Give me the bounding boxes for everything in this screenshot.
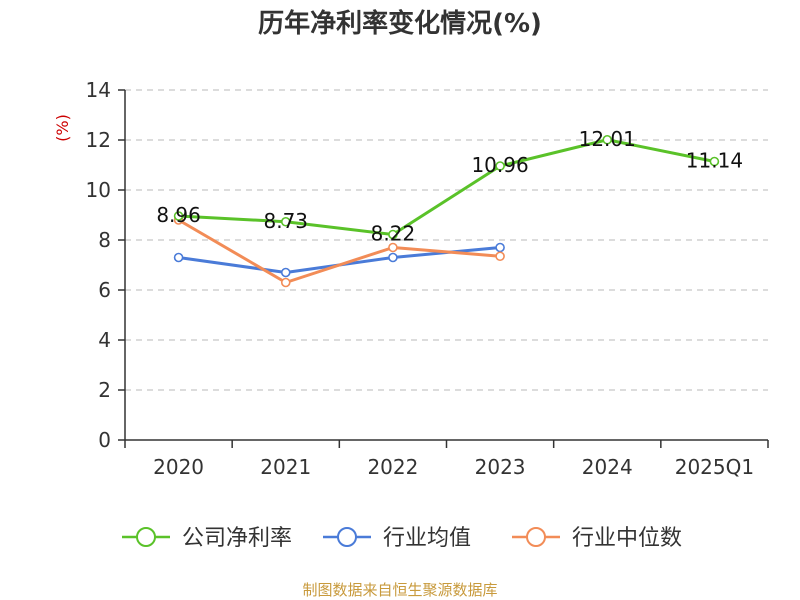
data-label: 10.96 (471, 153, 528, 177)
data-point-2-1 (280, 277, 291, 288)
data-point-2-3 (495, 251, 505, 262)
series-line-0 (178, 138, 715, 236)
legend-marker-icon (526, 527, 546, 547)
x-tick-label: 2022 (367, 455, 418, 479)
y-tick-label: 14 (86, 78, 111, 102)
grid-lines (125, 89, 768, 391)
legend-item-0[interactable]: 公司净利率 (122, 526, 292, 551)
data-point-0-3 (495, 161, 505, 171)
data-label: 8.96 (156, 203, 201, 227)
legend-item-1[interactable]: 行业均值 (323, 526, 471, 551)
legend-marker-icon (337, 527, 357, 547)
legend-label: 行业中位数 (572, 526, 682, 551)
legend-item-2[interactable]: 行业中位数 (512, 526, 682, 551)
y-axis-unit: (%) (53, 114, 72, 142)
data-labels: 8.96 8.73 8.22 10.96 12.01 11.14 (156, 127, 743, 246)
x-tick-label: 2021 (260, 455, 311, 479)
x-tick-label: 2020 (153, 455, 204, 479)
data-point-0-0 (173, 211, 184, 221)
legend-marker-icon (136, 527, 156, 547)
data-label: 12.01 (579, 127, 636, 151)
chart-title: 历年净利率变化情况(%) (258, 8, 542, 39)
y-tick-label: 0 (98, 428, 111, 452)
y-tick-label: 12 (86, 128, 111, 152)
y-tick-label: 2 (98, 378, 111, 402)
data-label: 8.73 (263, 209, 308, 233)
series-line-2 (177, 218, 501, 284)
legend-label: 行业均值 (383, 526, 471, 551)
data-point-2-2 (388, 242, 398, 253)
data-point-0-4 (602, 134, 613, 145)
data-point-1-2 (388, 252, 398, 263)
data-label: 11.14 (686, 149, 743, 173)
y-tick-label: 10 (86, 178, 111, 202)
series-lines (173, 134, 720, 288)
x-tick-label: 2025Q1 (675, 455, 754, 479)
data-point-0-5 (709, 156, 720, 167)
data-point-0-2 (388, 229, 398, 240)
y-tick-label: 6 (98, 278, 111, 302)
axes: 0 2 4 6 8 10 12 14 2020 2021 2022 2023 2024 2025Q1 (86, 78, 769, 479)
y-tick-label: 8 (98, 228, 111, 252)
legend[interactable]: 公司净利率 行业均值 行业中位数 (122, 526, 682, 551)
x-tick-label: 2023 (475, 455, 526, 479)
y-tick-label: 4 (98, 328, 111, 352)
data-point-1-3 (495, 242, 505, 253)
data-source-note: 制图数据来自恒生聚源数据库 (302, 581, 497, 599)
data-point-1-1 (280, 267, 291, 278)
legend-label: 公司净利率 (182, 526, 292, 551)
data-label: 8.22 (371, 222, 416, 246)
data-point-1-0 (173, 252, 184, 263)
data-point-0-1 (280, 216, 291, 227)
x-tick-label: 2024 (582, 455, 633, 479)
